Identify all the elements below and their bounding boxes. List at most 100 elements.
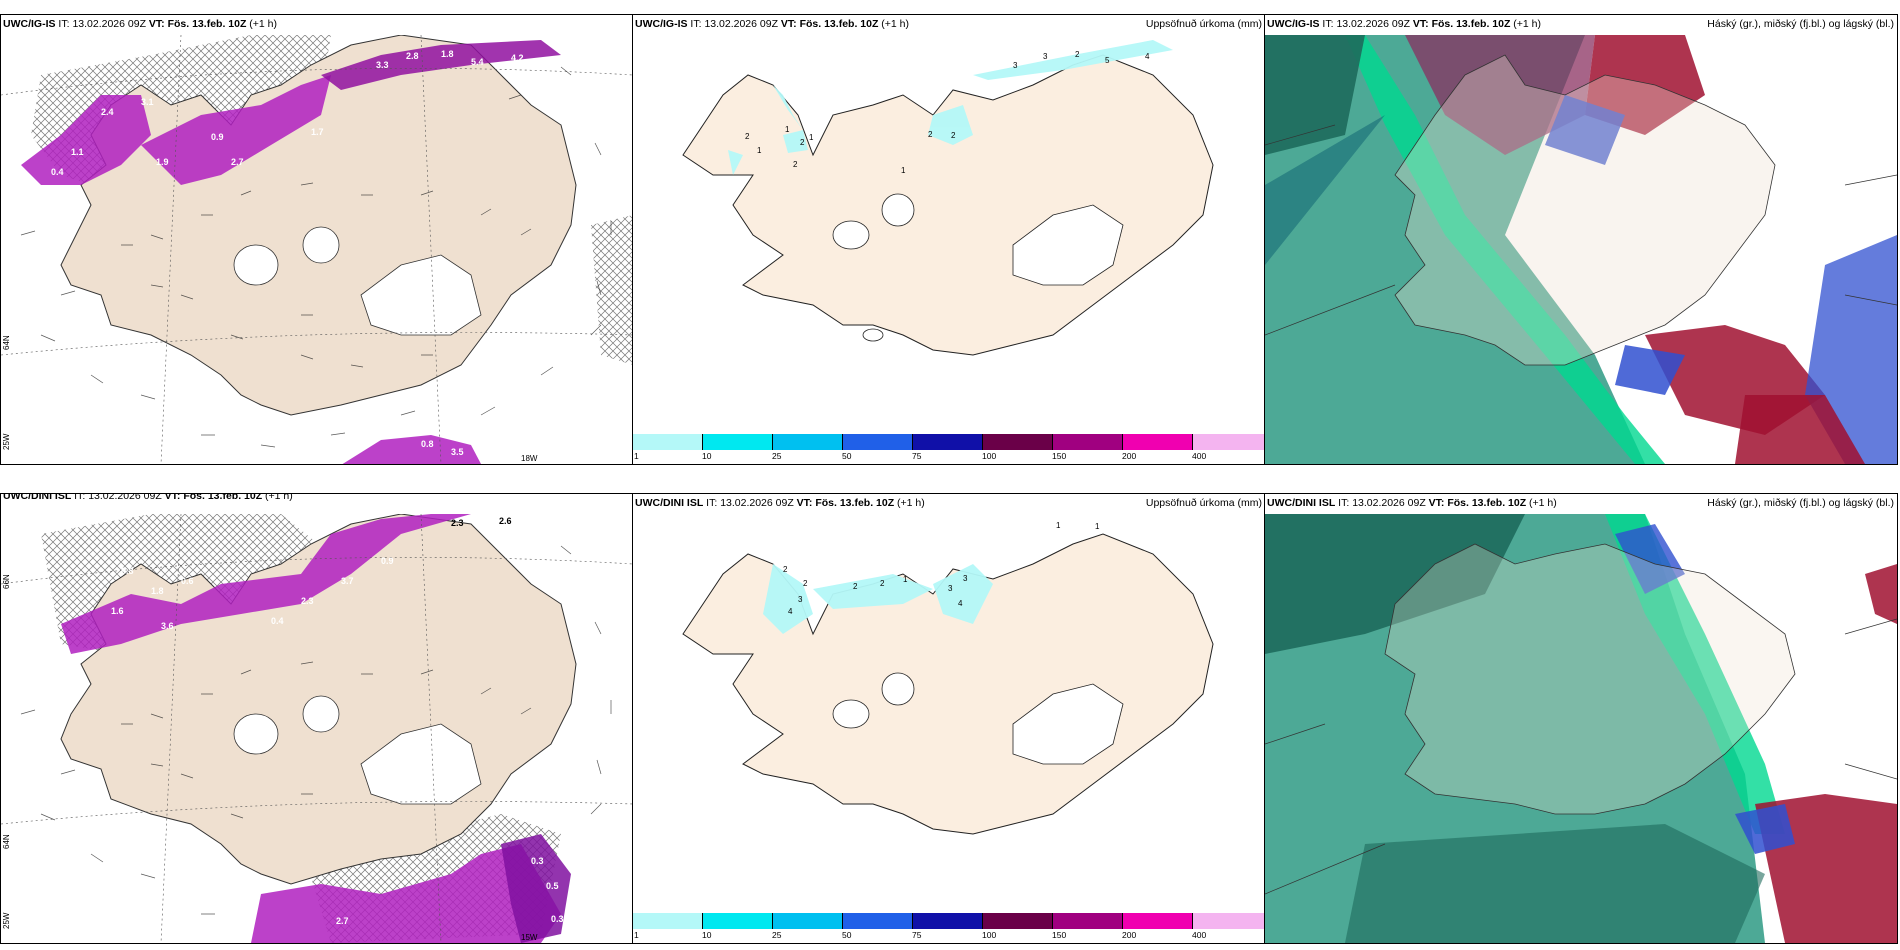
colorbar-swatch xyxy=(913,434,983,450)
svg-text:1: 1 xyxy=(903,575,908,584)
panel-precip-bottom: UWC/DINI ISL IT: 13.02.2026 09Z VT: Fös.… xyxy=(632,493,1266,944)
svg-text:0.6: 0.6 xyxy=(181,576,194,586)
svg-text:2: 2 xyxy=(853,582,858,591)
cloud-map xyxy=(1265,35,1897,464)
colorbar-swatch xyxy=(1123,434,1193,450)
colorbar-tick: 200 xyxy=(1122,451,1137,461)
svg-text:2: 2 xyxy=(951,131,956,140)
panel-wind-bottom: UWC/DINI ISL IT: 13.02.2026 09Z VT: Fös.… xyxy=(0,493,634,944)
svg-text:0.3: 0.3 xyxy=(531,856,544,866)
precip-map: 2 2 3 4 2 2 1 3 3 4 1 1 xyxy=(633,514,1265,909)
svg-text:2: 2 xyxy=(803,579,808,588)
svg-text:5: 5 xyxy=(1105,56,1110,65)
panel-header: UWC/IG-IS IT: 13.02.2026 09Z VT: Fös. 13… xyxy=(3,18,278,30)
panel-header: UWC/IG-IS IT: 13.02.2026 09Z VT: Fös. 13… xyxy=(635,18,910,30)
svg-text:3.1: 3.1 xyxy=(141,97,154,107)
precip-colorbar: 1 10 25 50 75 100 150 200 400 xyxy=(633,434,1265,464)
svg-text:2: 2 xyxy=(928,130,933,139)
svg-text:2.4: 2.4 xyxy=(101,107,114,117)
svg-text:3: 3 xyxy=(1043,52,1048,61)
svg-text:0.8: 0.8 xyxy=(121,566,134,576)
colorbar-swatch xyxy=(1053,913,1123,929)
colorbar-tick: 200 xyxy=(1122,930,1137,940)
colorbar-tick: 1 xyxy=(634,451,639,461)
colorbar-tick: 1 xyxy=(634,930,639,940)
precip-colorbar: 1 10 25 50 75 100 150 200 400 xyxy=(633,913,1265,943)
colorbar-swatch xyxy=(843,913,913,929)
colorbar-swatch xyxy=(1123,913,1193,929)
colorbar-tick: 25 xyxy=(772,930,782,940)
svg-text:2.3: 2.3 xyxy=(301,596,314,606)
colorbar-tick: 75 xyxy=(912,451,922,461)
svg-text:0.5: 0.5 xyxy=(546,881,559,891)
svg-text:4: 4 xyxy=(788,607,793,616)
svg-text:4: 4 xyxy=(1145,52,1150,61)
svg-text:0.4: 0.4 xyxy=(51,167,64,177)
colorbar-tick: 50 xyxy=(842,451,852,461)
iceland-outline xyxy=(1384,543,1796,815)
svg-text:1.8: 1.8 xyxy=(151,586,164,596)
colorbar-swatch xyxy=(1193,913,1265,929)
svg-text:1.8: 1.8 xyxy=(441,49,454,59)
svg-text:3.7: 3.7 xyxy=(341,576,354,586)
colorbar-tick: 150 xyxy=(1052,930,1067,940)
panel-cloud-top: UWC/IG-IS IT: 13.02.2026 09Z VT: Fös. 13… xyxy=(1264,14,1898,465)
colorbar-swatch xyxy=(983,434,1053,450)
panel-title: Háský (gr.), miðský (fj.bl.) og lágský (… xyxy=(1707,18,1894,30)
svg-text:2.6: 2.6 xyxy=(499,516,512,526)
panel-header: UWC/DINI ISL IT: 13.02.2026 09Z VT: Fös.… xyxy=(3,493,293,502)
lon-label-15: 15W xyxy=(521,933,538,942)
svg-text:1: 1 xyxy=(785,125,790,134)
svg-text:0.9: 0.9 xyxy=(211,132,224,142)
colorbar-swatch xyxy=(1053,434,1123,450)
svg-text:2.7: 2.7 xyxy=(231,157,244,167)
colorbar-swatch xyxy=(773,913,843,929)
svg-text:4.2: 4.2 xyxy=(511,53,524,63)
lat-label-64: 64N xyxy=(2,335,11,350)
svg-text:2: 2 xyxy=(783,565,788,574)
svg-text:2: 2 xyxy=(800,138,805,147)
panel-title: Háský (gr.), miðský (fj.bl.) og lágský (… xyxy=(1707,497,1894,509)
svg-text:2: 2 xyxy=(1075,50,1080,59)
svg-text:2.3: 2.3 xyxy=(451,518,464,528)
svg-text:3: 3 xyxy=(798,595,803,604)
lon-label-25: 25W xyxy=(2,912,11,929)
colorbar-tick: 150 xyxy=(1052,451,1067,461)
precip-map: 2 1 1 2 1 2 2 2 1 3 3 2 5 4 xyxy=(633,35,1265,430)
iceland-outline xyxy=(1394,54,1776,366)
svg-text:3.6: 3.6 xyxy=(161,621,174,631)
panel-header: UWC/IG-IS IT: 13.02.2026 09Z VT: Fös. 13… xyxy=(1267,18,1542,30)
colorbar-tick: 75 xyxy=(912,930,922,940)
svg-text:2: 2 xyxy=(745,132,750,141)
panel-title: Uppsöfnuð úrkoma (mm) xyxy=(1145,18,1262,30)
svg-text:1.9: 1.9 xyxy=(156,157,169,167)
colorbar-swatch xyxy=(1193,434,1265,450)
panel-precip-top: UWC/IG-IS IT: 13.02.2026 09Z VT: Fös. 13… xyxy=(632,14,1266,465)
panel-wind-top: UWC/IG-IS IT: 13.02.2026 09Z VT: Fös. 13… xyxy=(0,14,634,465)
svg-text:1: 1 xyxy=(901,166,906,175)
colorbar-swatch xyxy=(843,434,913,450)
svg-text:1: 1 xyxy=(1056,521,1061,530)
colorbar-swatch xyxy=(633,913,703,929)
colorbar-swatch xyxy=(983,913,1053,929)
wind-map: 64N 25W 18W 3.3 2.8 1.8 4.2 5.4 3.1 2.4 … xyxy=(1,35,633,464)
svg-text:3.3: 3.3 xyxy=(376,60,389,70)
panel-title: Uppsöfnuð úrkoma (mm) xyxy=(1145,497,1262,509)
colorbar-tick: 100 xyxy=(982,930,997,940)
lat-label-64: 64N xyxy=(2,834,11,849)
colorbar-tick: 25 xyxy=(772,451,782,461)
svg-text:1: 1 xyxy=(809,133,814,142)
colorbar-swatch xyxy=(703,913,773,929)
svg-text:4: 4 xyxy=(958,599,963,608)
svg-text:3: 3 xyxy=(963,574,968,583)
svg-text:2.8: 2.8 xyxy=(406,51,419,61)
colorbar-swatch xyxy=(633,434,703,450)
svg-text:5.4: 5.4 xyxy=(471,57,484,67)
svg-text:3: 3 xyxy=(948,584,953,593)
colorbar-tick: 400 xyxy=(1192,930,1207,940)
lon-label-25: 25W xyxy=(2,433,11,450)
svg-text:1.1: 1.1 xyxy=(71,147,84,157)
svg-text:0.4: 0.4 xyxy=(271,616,284,626)
colorbar-tick: 50 xyxy=(842,930,852,940)
colorbar-tick: 100 xyxy=(982,451,997,461)
